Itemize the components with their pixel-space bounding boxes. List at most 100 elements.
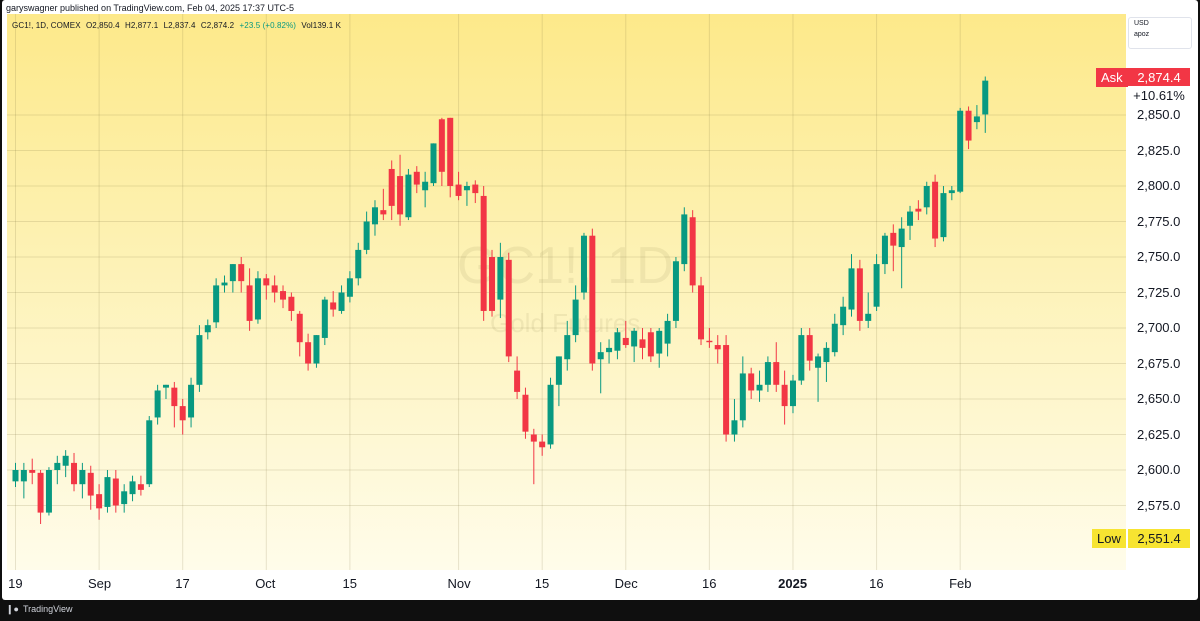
candle[interactable] [346, 271, 353, 303]
candle[interactable] [865, 292, 872, 329]
candle[interactable] [271, 275, 278, 303]
candle[interactable] [54, 455, 61, 485]
candle[interactable] [87, 465, 94, 510]
currency-selector[interactable]: USD apoz [1128, 17, 1192, 49]
candle[interactable] [547, 377, 554, 449]
candle[interactable] [104, 470, 111, 513]
candle[interactable] [798, 328, 805, 385]
candle[interactable] [714, 335, 721, 364]
candle[interactable] [940, 186, 947, 242]
candle[interactable] [915, 200, 922, 221]
candle[interactable] [572, 285, 579, 343]
candle[interactable] [45, 467, 52, 516]
candle[interactable] [789, 374, 796, 414]
candle[interactable] [20, 462, 27, 499]
candle[interactable] [497, 242, 504, 319]
candle[interactable] [773, 342, 780, 392]
candle[interactable] [296, 310, 303, 357]
candle[interactable] [672, 257, 679, 328]
candle[interactable] [881, 232, 888, 275]
candle[interactable] [338, 285, 345, 314]
candle[interactable] [12, 462, 19, 488]
candle[interactable] [907, 205, 914, 240]
candle[interactable] [815, 353, 822, 402]
candle[interactable] [731, 399, 738, 442]
candle[interactable] [948, 186, 955, 201]
candle[interactable] [430, 143, 437, 186]
candle[interactable] [146, 416, 153, 488]
candle[interactable] [856, 259, 863, 331]
candle[interactable] [756, 370, 763, 402]
candle[interactable] [438, 117, 445, 186]
tradingview-logo-icon[interactable]: ❙● [6, 604, 19, 614]
candle[interactable] [564, 320, 571, 371]
candle[interactable] [447, 117, 454, 198]
candle[interactable] [280, 285, 287, 309]
candle[interactable] [363, 211, 370, 255]
footer-brand[interactable]: TradingView [22, 604, 73, 614]
candle[interactable] [254, 271, 261, 324]
candle[interactable] [806, 328, 813, 371]
candle[interactable] [137, 475, 144, 496]
candle[interactable] [689, 210, 696, 293]
candle[interactable] [514, 356, 521, 399]
candle[interactable] [288, 292, 295, 321]
candle[interactable] [171, 381, 178, 428]
candle[interactable] [422, 171, 429, 208]
candle[interactable] [873, 254, 880, 311]
candle[interactable] [923, 181, 930, 215]
candle[interactable] [405, 168, 412, 221]
candle[interactable] [188, 377, 195, 428]
candle[interactable] [154, 384, 161, 425]
candle[interactable] [631, 328, 638, 363]
candle[interactable] [238, 257, 245, 293]
candle[interactable] [96, 484, 103, 520]
candle[interactable] [589, 228, 596, 371]
candle[interactable] [321, 296, 328, 346]
candle[interactable] [229, 264, 236, 293]
candle[interactable] [246, 268, 253, 331]
candle[interactable] [890, 224, 897, 272]
candle[interactable] [213, 278, 220, 328]
candle[interactable] [62, 450, 69, 478]
candle[interactable] [664, 313, 671, 357]
candle[interactable] [973, 105, 980, 130]
candle[interactable] [898, 217, 905, 289]
candle[interactable] [204, 319, 211, 340]
candle[interactable] [932, 174, 939, 248]
candle[interactable] [739, 356, 746, 428]
candle[interactable] [656, 328, 663, 368]
candle[interactable] [606, 339, 613, 364]
candle[interactable] [597, 342, 604, 394]
candle[interactable] [848, 254, 855, 317]
candle[interactable] [380, 188, 387, 221]
candle[interactable] [522, 387, 529, 439]
candle[interactable] [71, 452, 78, 492]
candle[interactable] [305, 333, 312, 371]
candle[interactable] [355, 242, 362, 286]
candle[interactable] [37, 470, 44, 524]
candle[interactable] [681, 207, 688, 272]
candle[interactable] [748, 367, 755, 399]
candle[interactable] [463, 181, 470, 206]
candle[interactable] [706, 328, 713, 348]
candle[interactable] [580, 232, 587, 300]
candle[interactable] [413, 166, 420, 194]
candle[interactable] [129, 475, 136, 502]
candle[interactable] [455, 171, 462, 201]
candle[interactable] [79, 462, 86, 499]
candle[interactable] [196, 325, 203, 392]
candle[interactable] [823, 342, 830, 382]
candle[interactable] [371, 200, 378, 236]
candle[interactable] [505, 252, 512, 363]
candle[interactable] [472, 180, 479, 204]
candle[interactable] [622, 320, 629, 348]
candle[interactable] [764, 356, 771, 392]
candle[interactable] [221, 275, 228, 293]
candle[interactable] [965, 106, 972, 150]
candle[interactable] [781, 370, 788, 425]
candle[interactable] [614, 328, 621, 360]
candle[interactable] [831, 313, 838, 357]
candle[interactable] [313, 335, 320, 368]
candle[interactable] [489, 249, 496, 317]
